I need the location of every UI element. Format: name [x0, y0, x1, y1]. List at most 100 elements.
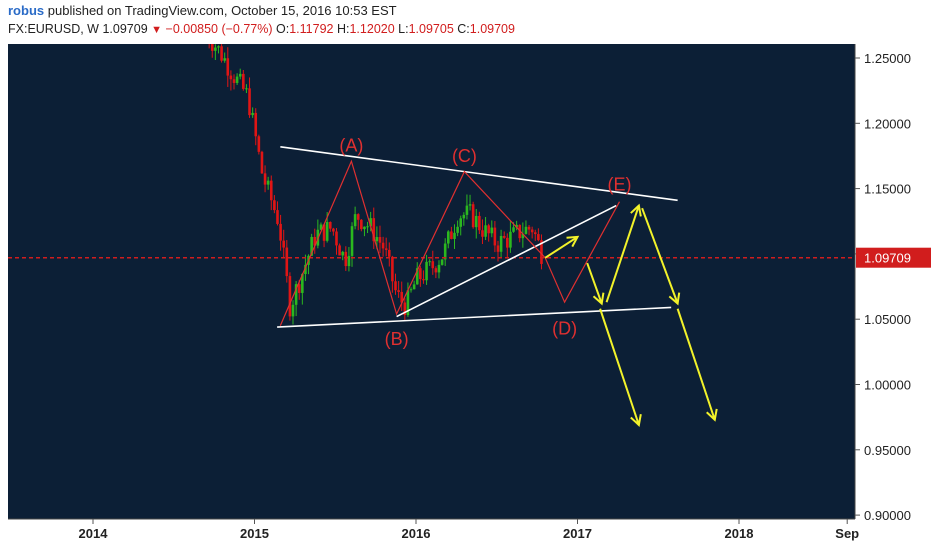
candle-body: [301, 274, 304, 293]
candle-body: [490, 227, 494, 234]
candle-body: [400, 291, 404, 303]
candle-body: [291, 304, 295, 317]
time-axis[interactable]: 2014 2015 2016 2017 2018 Sep: [79, 519, 860, 541]
plot-background[interactable]: [8, 44, 855, 519]
candle-body: [387, 249, 391, 257]
candle-body: [344, 251, 348, 267]
y-tick-label: 1.25000: [864, 51, 911, 66]
candle-body: [447, 231, 450, 244]
candle-body: [419, 268, 422, 280]
candle-body: [285, 247, 289, 277]
candle-body: [437, 264, 441, 273]
candle-body: [257, 136, 261, 152]
candle-body: [506, 237, 509, 248]
candle-body: [328, 221, 332, 229]
y-tick-label: 1.00000: [864, 378, 911, 393]
candle-body: [220, 46, 223, 61]
candle-body: [518, 224, 522, 239]
candle-body: [288, 276, 292, 317]
x-tick-label: 2015: [240, 526, 269, 541]
x-tick-label: 2016: [402, 526, 431, 541]
drawings-layer: (A) (B) (C) (D) (E): [8, 136, 855, 427]
candle-body: [537, 234, 540, 241]
x-tick-label: 2018: [725, 526, 754, 541]
x-tick-label: 2017: [563, 526, 592, 541]
candle-body: [313, 236, 317, 246]
y-tick-label: 0.95000: [864, 443, 911, 458]
projection-arrow[interactable]: [544, 236, 579, 259]
close-value: 1.09709: [469, 22, 515, 36]
candle-body: [394, 281, 397, 291]
candle-body: [397, 290, 400, 292]
symbol-label: FX:EURUSD, W: [8, 22, 99, 36]
wave-label: (C): [452, 146, 477, 166]
candle-body: [341, 251, 345, 256]
candle-body: [391, 256, 394, 282]
candle-body: [223, 58, 226, 61]
arrowhead-icon: [706, 408, 718, 422]
arrowhead-icon: [566, 235, 580, 248]
candle-body: [242, 73, 245, 89]
candle-body: [431, 261, 435, 269]
candle-body: [304, 264, 307, 275]
candle-body: [332, 228, 335, 232]
wave-label: (A): [339, 136, 363, 156]
wave-label: (B): [385, 329, 409, 349]
author-link[interactable]: robus: [8, 3, 45, 18]
low-value: 1.09705: [408, 22, 454, 36]
chart-header: robus published on TradingView.com, Octo…: [0, 0, 932, 44]
last-price-tag: [856, 247, 931, 268]
arrowhead-icon: [630, 203, 642, 217]
candle-body: [245, 88, 248, 90]
trendline[interactable]: [396, 204, 617, 318]
candle-body: [440, 259, 444, 265]
candle-body: [356, 214, 360, 220]
price-axis[interactable]: 1.250001.200001.150001.100001.050001.000…: [855, 51, 931, 523]
candle-body: [276, 210, 279, 224]
high-label: H:: [336, 22, 350, 36]
projection-arrow[interactable]: [586, 262, 603, 304]
candle-body: [487, 225, 490, 234]
candle-body: [325, 221, 329, 241]
last-price-tag-label: 1.09709: [864, 251, 911, 266]
trendline[interactable]: [280, 146, 678, 202]
projection-arrow[interactable]: [676, 308, 716, 421]
low-label: L:: [398, 22, 409, 36]
candle-body: [254, 112, 258, 137]
candle-body: [425, 261, 428, 281]
candle-body: [232, 79, 236, 83]
candle-body: [493, 227, 497, 246]
open-label: O:: [276, 22, 290, 36]
candle-body: [403, 302, 407, 316]
candle-body: [456, 226, 459, 233]
chart-area[interactable]: (A)(B)(C)(D)(E) 1.250001.200001.150001.1…: [0, 44, 932, 550]
candle-body: [484, 225, 487, 237]
candle-body: [453, 232, 456, 239]
candle-body: [384, 248, 388, 250]
candle-body: [297, 284, 301, 293]
projection-arrow[interactable]: [641, 207, 679, 304]
x-tick-label: Sep: [835, 526, 859, 541]
candle-body: [502, 235, 506, 238]
candle-body: [409, 289, 413, 291]
wave-label: (E): [607, 175, 631, 195]
x-tick-label: 2014: [79, 526, 109, 541]
candle-body: [512, 227, 515, 232]
candle-body: [248, 88, 251, 116]
candle-body: [372, 218, 376, 242]
arrowhead-icon: [592, 292, 605, 306]
candle-body: [294, 284, 298, 305]
projection-arrow[interactable]: [605, 205, 640, 303]
projection-arrow[interactable]: [599, 308, 640, 426]
candles-layer: [208, 44, 543, 325]
candle-body: [496, 245, 500, 252]
candle-body: [406, 290, 410, 316]
candle-body: [235, 76, 239, 83]
candle-body: [434, 268, 438, 273]
trendline[interactable]: [277, 306, 672, 328]
candle-body: [238, 73, 242, 77]
elliott-wave-path[interactable]: [279, 159, 621, 326]
publish-text: published on TradingView.com, October 15…: [47, 3, 397, 18]
candle-body: [310, 236, 313, 256]
candle-body: [350, 226, 354, 256]
